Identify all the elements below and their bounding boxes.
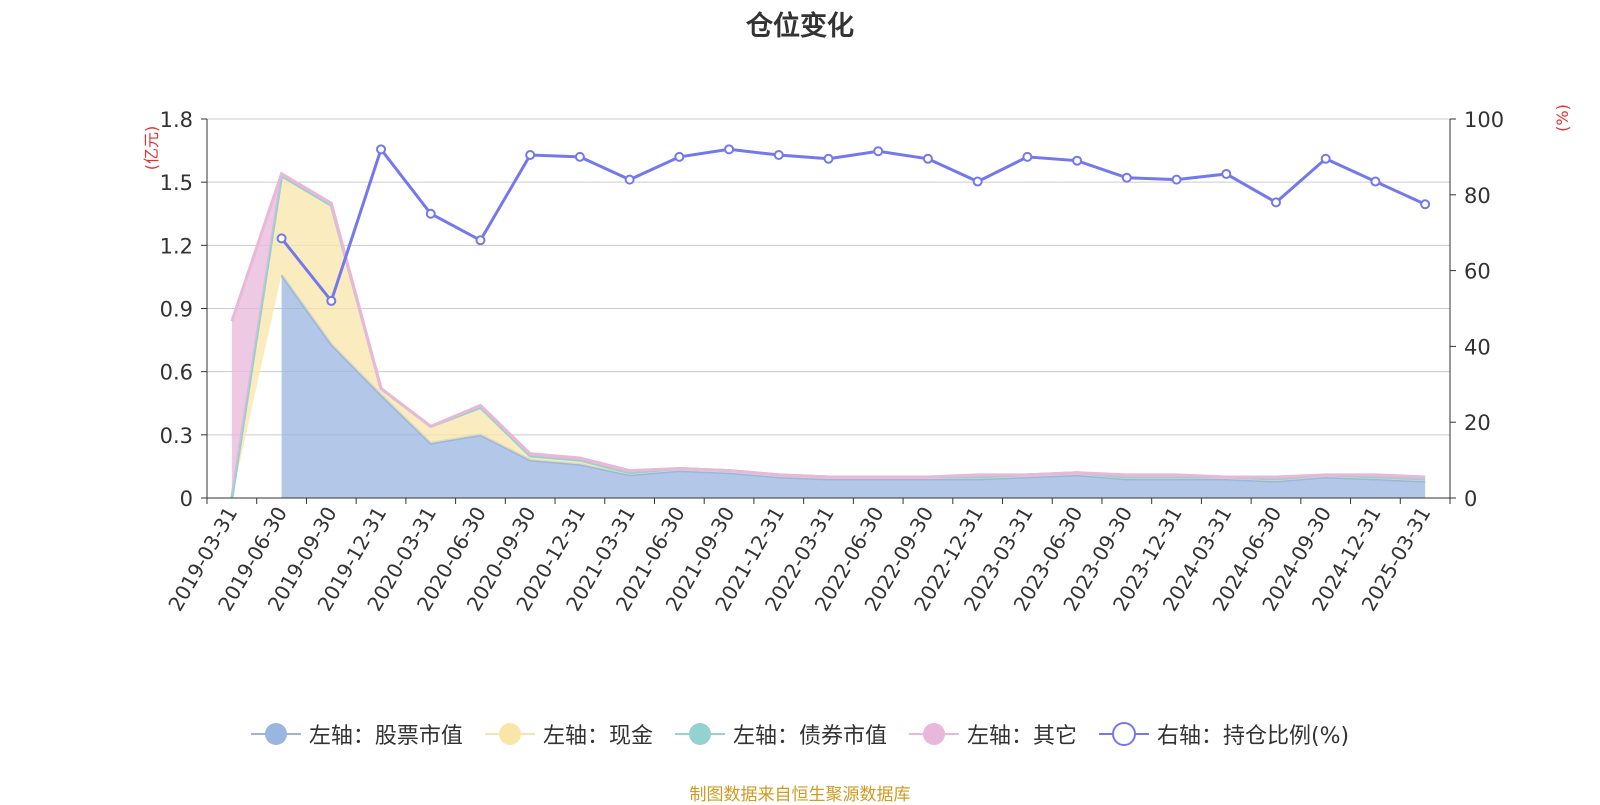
- data-point: [1370, 176, 1381, 187]
- right-tick-label: 40: [1464, 335, 1491, 359]
- data-point: [1072, 155, 1083, 166]
- data-point: [773, 150, 784, 161]
- data-point: [326, 295, 337, 306]
- data-point: [724, 144, 735, 155]
- right-tick-label: 20: [1464, 411, 1491, 435]
- data-point: [873, 146, 884, 157]
- right-tick-label: 80: [1464, 184, 1491, 208]
- left-axis-unit: (亿元): [142, 126, 161, 171]
- series-lines: [276, 144, 1431, 306]
- data-point: [475, 235, 486, 246]
- data-point: [276, 233, 287, 244]
- data-point: [1022, 151, 1033, 162]
- legend-item[interactable]: 左轴：股票市值: [250, 718, 463, 750]
- stacked-areas: [230, 171, 1426, 499]
- data-point: [1171, 174, 1182, 185]
- chart-title: 仓位变化: [746, 11, 854, 42]
- left-tick-label: 1.2: [160, 234, 193, 258]
- area-左轴：股票市值: [281, 274, 1426, 498]
- data-point: [425, 208, 436, 219]
- left-tick-label: 1.5: [160, 171, 193, 195]
- legend-marker-icon: [908, 723, 959, 745]
- legend-item[interactable]: 左轴：现金: [484, 718, 653, 750]
- legend-item[interactable]: 左轴：债券市值: [674, 718, 887, 750]
- legend: 左轴：股票市值 左轴：现金 左轴：债券市值 左轴：其它 右轴：持仓比例(%): [0, 718, 1600, 750]
- left-tick-label: 0.9: [160, 298, 193, 322]
- data-point: [972, 176, 983, 187]
- legend-marker-icon: [674, 723, 725, 745]
- axes: [201, 118, 1456, 504]
- data-point: [674, 151, 685, 162]
- left-tick-label: 0.6: [160, 361, 193, 385]
- legend-marker-icon: [250, 723, 301, 745]
- left-tick-label: 1.8: [160, 108, 193, 132]
- legend-label: 右轴：持仓比例(%): [1156, 724, 1350, 749]
- data-point: [1420, 199, 1431, 210]
- data-point: [376, 144, 387, 155]
- right-tick-label: 0: [1464, 487, 1477, 511]
- left-tick-label: 0: [180, 487, 193, 511]
- data-point: [525, 150, 536, 161]
- legend-label: 左轴：股票市值: [308, 724, 463, 749]
- line-右轴：持仓比例(%): [280, 146, 1426, 305]
- source-note: 制图数据来自恒生聚源数据库: [689, 785, 911, 805]
- legend-marker-icon: [484, 723, 535, 745]
- data-point: [1320, 153, 1331, 164]
- data-point: [1270, 197, 1281, 208]
- legend-label: 左轴：其它: [966, 724, 1077, 749]
- data-point: [574, 151, 585, 162]
- data-point: [922, 153, 933, 164]
- data-point: [624, 174, 635, 185]
- right-axis-unit: (%): [1553, 104, 1572, 132]
- legend-label: 左轴：现金: [542, 724, 653, 749]
- legend-item[interactable]: 右轴：持仓比例(%): [1098, 718, 1350, 750]
- area-edge-左轴：其它: [230, 171, 1426, 479]
- data-point: [1121, 172, 1132, 183]
- right-tick-label: 60: [1464, 260, 1491, 284]
- left-tick-label: 0.3: [160, 424, 193, 448]
- legend-label: 左轴：债券市值: [732, 724, 887, 749]
- right-tick-label: 100: [1464, 108, 1504, 132]
- data-point: [823, 153, 834, 164]
- legend-item[interactable]: 左轴：其它: [908, 718, 1077, 750]
- data-point: [1221, 168, 1232, 179]
- legend-marker-icon: [1098, 722, 1149, 746]
